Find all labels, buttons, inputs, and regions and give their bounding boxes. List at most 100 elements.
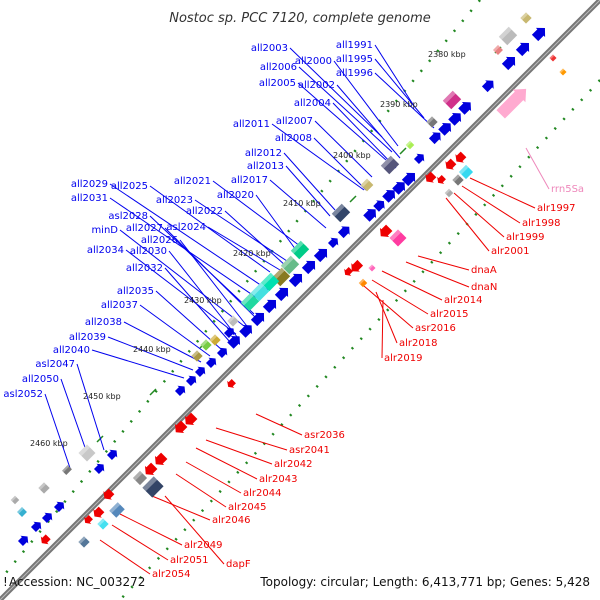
forward-gene-label-all2008: all2008 [275, 133, 312, 144]
scale-tick [400, 148, 406, 154]
reverse-gene-label-alr2045: alr2045 [228, 502, 266, 513]
scale-label: 2410 kbp [283, 199, 321, 208]
forward-gene-label-all2017: all2017 [231, 175, 268, 186]
forward-gene-label-all2006: all2006 [260, 62, 297, 73]
reverse-gene-label-alr2049: alr2049 [184, 540, 222, 551]
reverse-gene-label-asr2036: asr2036 [304, 430, 345, 441]
summary-text: Topology: circular; Length: 6,413,771 bp… [259, 575, 590, 589]
leader-line [92, 350, 184, 378]
forward-gene-label-all1991: all1991 [336, 40, 373, 51]
forward-gene-label-all1996: all1996 [336, 68, 373, 79]
scale-label: 2450 kbp [83, 392, 121, 401]
leader-line [124, 322, 201, 362]
forward-gene-label-all2002: all2002 [298, 80, 335, 91]
forward-gene-label-all2050: all2050 [22, 374, 59, 385]
leader-line [375, 59, 424, 118]
leader-line [176, 474, 226, 507]
forward-gene-label-all2011: all2011 [233, 119, 270, 130]
reverse-gene-label-dnan: dnaN [471, 282, 497, 293]
reverse-gene-label-alr2046: alr2046 [212, 515, 250, 526]
gene-arrow [500, 52, 519, 71]
gene-arrow [261, 295, 280, 314]
gene-arrow [327, 235, 342, 250]
forward-gene-label-all2035: all2035 [117, 286, 154, 297]
leader-line [454, 193, 504, 237]
forward-gene-label-asl2028: asl2028 [108, 211, 148, 222]
accession-marker: ! [3, 575, 8, 589]
leader-line [256, 414, 302, 435]
scale-label: 2460 kbp [30, 439, 68, 448]
gene-arrow [106, 447, 121, 462]
forward-gene-label-all2029: all2029 [71, 179, 108, 190]
reverse-gene-label-alr2044: alr2044 [243, 488, 281, 499]
forward-gene-label-all1995: all1995 [336, 54, 373, 65]
reverse-gene-label-asr2016: asr2016 [415, 323, 456, 334]
forward-gene-label-all2012: all2012 [245, 148, 282, 159]
gene-arrow [530, 23, 549, 42]
forward-gene-label-all2020: all2020 [217, 190, 254, 201]
scale-label: 2390 kbp [380, 100, 418, 109]
forward-gene-label-asl2024: asl2024 [166, 222, 206, 233]
scale-label: 2380 kbp [428, 50, 466, 59]
reverse-gene-label-alr2051: alr2051 [170, 555, 208, 566]
leader-line [406, 262, 469, 287]
gene-labels: all1991all1995all1996all2000all2002all20… [3, 40, 584, 580]
gene-arrow [38, 533, 52, 547]
gene-arrow [185, 373, 200, 388]
gene-arrow [514, 38, 533, 57]
forward-gene-label-all2023: all2023 [156, 195, 193, 206]
forward-gene-label-all2005: all2005 [259, 78, 296, 89]
gene-arrow [337, 223, 354, 240]
rrna-gene-label-rrn5sa: rrn5Sa [551, 184, 584, 195]
reverse-gene-label-alr1997: alr1997 [537, 203, 575, 214]
forward-gene-label-all2038: all2038 [85, 317, 122, 328]
scale-label: 2430 kbp [184, 296, 222, 305]
gene-arrow [435, 174, 448, 187]
forward-gene-label-all2022: all2022 [186, 206, 223, 217]
leader-line [382, 300, 383, 358]
reverse-gene-label-alr2015: alr2015 [430, 309, 468, 320]
forward-gene-label-all2031: all2031 [71, 193, 108, 204]
leader-line [120, 514, 182, 545]
reverse-gene-label-dnaa: dnaA [471, 265, 497, 276]
leader-line [375, 45, 414, 106]
forward-gene-label-all2034: all2034 [87, 245, 124, 256]
forward-gene-label-asl2052: asl2052 [3, 389, 43, 400]
forward-gene-label-mind: minD [91, 225, 118, 236]
gene-arrow [174, 383, 189, 398]
reverse-gene-label-alr2054: alr2054 [152, 569, 190, 580]
reverse-gene-label-alr2018: alr2018 [399, 338, 437, 349]
accession-text: Accession: NC_003272 [9, 575, 145, 589]
leader-line [446, 198, 489, 251]
forward-gene-label-all2013: all2013 [247, 161, 284, 172]
forward-gene-label-all2007: all2007 [276, 116, 313, 127]
forward-gene-label-all2030: all2030 [130, 246, 167, 257]
reverse-gene-label-alr2019: alr2019 [384, 353, 422, 364]
reverse-gene-label-dapf: dapF [226, 559, 251, 570]
reverse-gene-label-alr2043: alr2043 [259, 474, 297, 485]
gene-arrow [413, 151, 428, 166]
leader-line [376, 292, 397, 343]
scale-label: 2420 kbp [233, 249, 271, 258]
gene-arrow [225, 378, 238, 391]
leader-line [418, 256, 469, 270]
gene-arrow [312, 244, 331, 263]
leader-line [100, 540, 150, 574]
forward-gene-label-all2037: all2037 [101, 300, 138, 311]
forward-gene-label-all2000: all2000 [295, 56, 332, 67]
forward-gene-label-all2025: all2025 [111, 181, 148, 192]
reverse-gene-label-alr1999: alr1999 [506, 232, 544, 243]
scale-tick [150, 389, 156, 395]
forward-gene-label-asl2047: asl2047 [35, 359, 75, 370]
leader-line [470, 178, 535, 208]
forward-gene-label-all2032: all2032 [126, 263, 163, 274]
leader-line [462, 186, 520, 223]
gene-arrow [481, 77, 498, 94]
leader-line [526, 148, 549, 189]
forward-gene-label-all2026: all2026 [141, 235, 178, 246]
leader-line [315, 121, 372, 177]
leader-line [286, 166, 330, 216]
gene-arrow [93, 461, 108, 476]
map-title: Nostoc sp. PCC 7120, complete genome [169, 11, 431, 26]
forward-gene-label-all2003: all2003 [251, 43, 288, 54]
